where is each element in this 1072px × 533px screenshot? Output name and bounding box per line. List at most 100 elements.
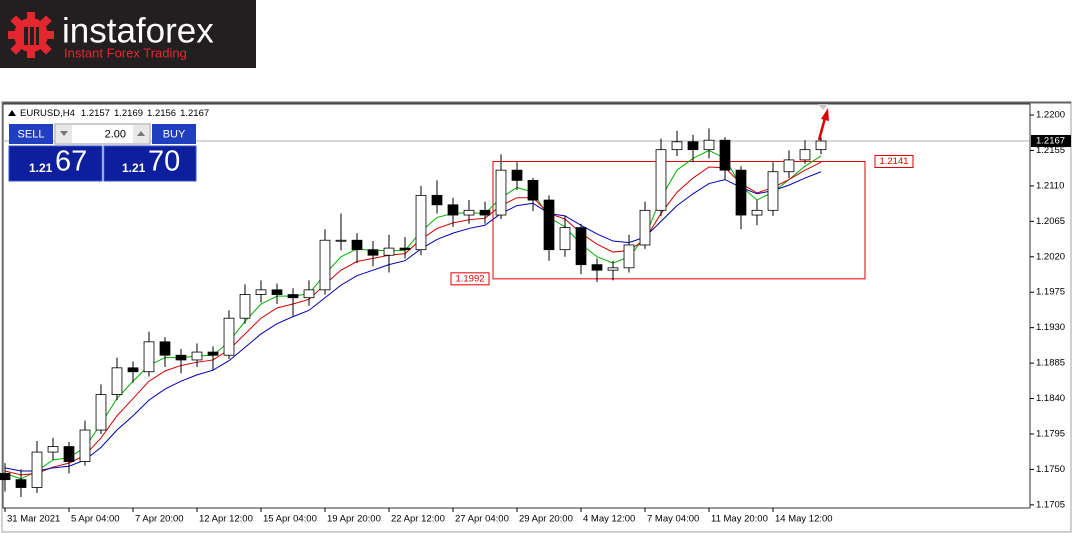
candle-body xyxy=(191,351,203,361)
y-tick-label: 1.1885 xyxy=(1036,358,1065,369)
candle-body xyxy=(559,227,571,251)
candle-body xyxy=(95,394,107,431)
buy-price-box[interactable] xyxy=(103,145,197,182)
candle-body xyxy=(607,267,619,271)
candle-body xyxy=(511,169,523,181)
sell-price-box[interactable] xyxy=(8,145,103,182)
candle-body xyxy=(623,244,635,269)
buy-button[interactable] xyxy=(152,124,196,144)
candle-body xyxy=(655,149,667,211)
candle-body xyxy=(639,209,651,246)
buy-price-pips: 70 xyxy=(148,146,180,178)
candle-body xyxy=(751,209,763,216)
symbol: EURUSD,H4 xyxy=(20,108,75,119)
candle-body xyxy=(767,171,779,211)
y-tick-label: 1.1975 xyxy=(1036,287,1065,298)
x-tick-label: 14 May 12:00 xyxy=(775,514,833,525)
candle-body xyxy=(287,294,299,299)
candle-body xyxy=(703,139,715,151)
sell-button[interactable] xyxy=(9,124,53,144)
candle-body xyxy=(431,194,443,206)
header-value: 1.2156 xyxy=(147,108,176,119)
logo-gear xyxy=(8,12,54,58)
candle-body xyxy=(575,227,587,266)
candle-body xyxy=(527,179,539,201)
y-tick-label: 1.1705 xyxy=(1036,499,1065,510)
candle-body xyxy=(383,247,395,256)
candle-body xyxy=(815,140,827,151)
range-bottom-label-box xyxy=(450,272,490,286)
y-tick-label: 1.2200 xyxy=(1036,110,1065,121)
candle-body xyxy=(783,159,795,173)
y-tick-label: 1.2110 xyxy=(1036,180,1064,191)
x-tick-label: 11 May 20:00 xyxy=(711,514,768,525)
x-tick-label: 15 Apr 04:00 xyxy=(263,514,317,525)
chart-header: EURUSD,H4 1.2157 1.2169 1.2156 1.2167 xyxy=(20,108,209,119)
sell-label: SELL xyxy=(18,128,45,140)
candle-body xyxy=(687,141,699,151)
candle-body xyxy=(351,239,363,251)
lot-decrease-icon xyxy=(60,131,68,136)
candle-body xyxy=(47,446,59,453)
moving-average-line xyxy=(4,161,822,476)
lot-input[interactable] xyxy=(54,123,151,145)
candle-body xyxy=(63,446,75,462)
candle-body xyxy=(239,294,251,319)
candle-body xyxy=(719,139,731,171)
candle-body xyxy=(671,141,683,151)
x-tick-label: 31 Mar 2021 xyxy=(7,514,60,525)
header-value: 1.2157 xyxy=(81,108,110,119)
x-tick-label: 19 Apr 20:00 xyxy=(327,514,381,525)
x-tick-label: 22 Apr 12:00 xyxy=(391,514,445,525)
candle-body xyxy=(127,367,139,373)
candle-body xyxy=(271,289,283,295)
candle-body xyxy=(367,249,379,256)
x-tick-label: 5 Apr 04:00 xyxy=(71,514,120,525)
y-tick-label: 1.2020 xyxy=(1036,251,1065,262)
range-top-label: 1.2141 xyxy=(879,156,908,167)
lot-increase-icon xyxy=(137,131,145,136)
candle-body xyxy=(223,317,235,356)
one-click-panel: SELL 2.00 BUY 1.21 67 1.21 70 xyxy=(8,123,197,182)
logo-tagline: Instant Forex Trading xyxy=(64,45,187,60)
logo-brand: instaforex xyxy=(62,11,214,50)
candle-body xyxy=(543,199,555,251)
y-tick-label: 1.1930 xyxy=(1036,322,1065,333)
current-price-box xyxy=(1031,135,1071,148)
candle-body xyxy=(0,472,11,481)
candle-body xyxy=(111,367,123,395)
x-tick-label: 27 Apr 04:00 xyxy=(455,514,509,525)
header-value: 1.2167 xyxy=(180,108,209,119)
candle-body xyxy=(735,169,747,216)
trend-arrow xyxy=(817,108,829,141)
y-tick-label: 1.1795 xyxy=(1036,428,1065,439)
x-tick-label: 29 Apr 20:00 xyxy=(519,514,573,525)
range-top-label-box xyxy=(874,154,914,168)
y-tick-label: 1.1750 xyxy=(1036,464,1065,475)
candle-body xyxy=(415,194,427,251)
buy-label: BUY xyxy=(163,128,186,140)
x-tick-label: 12 Apr 12:00 xyxy=(199,514,253,525)
moving-average-line xyxy=(4,171,822,472)
candle-body xyxy=(15,479,27,488)
header-icon xyxy=(8,110,16,116)
candle-body xyxy=(591,264,603,271)
x-tick-label: 7 May 04:00 xyxy=(647,514,699,525)
buy-price-big: 1.21 xyxy=(122,161,146,175)
header-value: 1.2169 xyxy=(114,108,143,119)
candle-body xyxy=(799,149,811,161)
candle-body xyxy=(479,209,491,216)
x-tick-label: 7 Apr 20:00 xyxy=(135,514,184,525)
candle-body xyxy=(143,341,155,373)
candle-body xyxy=(175,354,187,361)
sell-price-big: 1.21 xyxy=(29,161,53,175)
candle-body xyxy=(463,209,475,216)
candle-body xyxy=(31,451,43,488)
current-price-label: 1.2167 xyxy=(1036,136,1065,147)
lot-value: 2.00 xyxy=(105,128,126,140)
range-bottom-label: 1.1992 xyxy=(455,273,484,284)
y-tick-label: 1.2065 xyxy=(1036,216,1065,227)
moving-average-line xyxy=(4,149,822,480)
